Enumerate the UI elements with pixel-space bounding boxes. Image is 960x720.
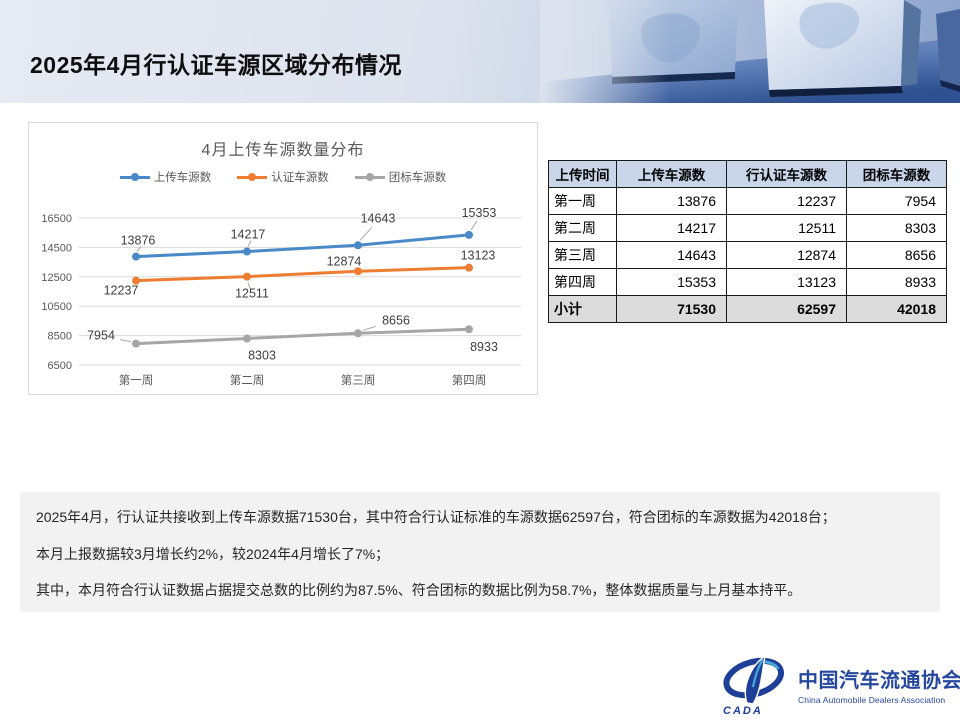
summary-line-1: 2025年4月，行认证共接收到上传车源数据71530台，其中符合行认证标准的车源… xyxy=(36,509,836,525)
row-label-cell: 第三周 xyxy=(548,241,617,269)
legend-item-2: 团标车源数 xyxy=(354,169,447,185)
row-label-cell: 第四周 xyxy=(548,268,617,296)
data-point-marker xyxy=(354,241,362,250)
data-point-label: 8303 xyxy=(248,348,276,362)
data-point-marker xyxy=(465,230,473,239)
value-cell: 12511 xyxy=(726,214,847,242)
x-axis-tick-label: 第三周 xyxy=(341,373,376,387)
legend-item-1: 认证车源数 xyxy=(237,169,329,185)
value-cell: 7954 xyxy=(846,187,947,215)
y-axis-tick-label: 12500 xyxy=(41,272,72,284)
line-chart-svg: 6500 8500 10500 12500 14500 16500 第一周 第二周 第三周 第四周… xyxy=(41,208,521,387)
data-point-label: 7954 xyxy=(87,329,115,343)
table-header-row: 上传时间 上传车源数 行认证车源数 团标车源数 xyxy=(548,160,947,188)
data-point-label: 13876 xyxy=(121,234,156,248)
data-point-marker xyxy=(465,263,473,272)
data-point-label: 12874 xyxy=(327,254,362,268)
logo-text-block: 中国汽车流通协会 China Automobile Dealers Associ… xyxy=(798,664,960,705)
x-axis-tick-label: 第四周 xyxy=(452,373,487,387)
table-row: 第二周 14217 12511 8303 xyxy=(548,214,947,242)
page-title: 2025年4月行认证车源区域分布情况 xyxy=(30,52,402,78)
legend-line-icon xyxy=(354,173,385,181)
y-axis-tick-label: 10500 xyxy=(41,301,72,313)
value-cell: 13876 xyxy=(616,187,727,215)
value-cell: 15353 xyxy=(616,268,727,296)
value-cell: 14643 xyxy=(616,241,727,269)
legend-item-0: 上传车源数 xyxy=(119,169,212,185)
value-cell: 12874 xyxy=(726,241,847,269)
line-chart-card: 4月上传车源数量分布 上传车源数 认证车源数 团标车源数 6500 8500 10500… xyxy=(28,122,538,395)
row-label-cell: 第一周 xyxy=(548,187,617,215)
y-axis-tick-label: 14500 xyxy=(41,242,72,254)
table-row: 第四周 15353 13123 8933 xyxy=(548,268,947,296)
series-line-1 xyxy=(135,266,470,283)
data-point-marker xyxy=(465,325,473,334)
x-axis-tick-label: 第一周 xyxy=(119,373,154,387)
table-header-cell-0: 上传时间 xyxy=(548,160,617,188)
value-cell: 14217 xyxy=(616,214,727,242)
data-point-marker xyxy=(354,329,362,338)
logo-name-chinese: 中国汽车流通协会 xyxy=(798,669,960,692)
table-body: 第一周 13876 12237 7954 第二周 14217 12511 8303 第三周 146… xyxy=(548,187,947,323)
chart-title: 4月上传车源数量分布 xyxy=(201,142,365,159)
table-row: 第三周 14643 12874 8656 xyxy=(548,241,947,269)
data-point-label: 8656 xyxy=(382,313,410,327)
legend-label: 上传车源数 xyxy=(153,172,212,184)
table-row: 第一周 13876 12237 7954 xyxy=(548,187,947,215)
table-header-cell-1: 上传车源数 xyxy=(616,160,727,188)
value-cell: 12237 xyxy=(726,187,847,215)
legend-line-icon xyxy=(119,173,150,181)
cada-emblem-icon: CADA xyxy=(723,654,784,717)
cada-emblem-text: CADA xyxy=(723,705,763,717)
summary-line-2: 本月上报数据较3月增长约2%，较2024年4月增长了7%； xyxy=(36,545,390,562)
legend-dot-icon xyxy=(365,173,374,181)
chart-legend: 上传车源数 认证车源数 团标车源数 xyxy=(29,169,537,185)
series-line-0 xyxy=(135,233,470,259)
row-label-cell: 第二周 xyxy=(548,214,617,242)
series-line-2 xyxy=(135,327,470,346)
value-cell: 8303 xyxy=(846,214,947,242)
data-point-label: 14217 xyxy=(231,228,266,242)
table-header-cell-2: 行认证车源数 xyxy=(726,160,847,188)
data-point-marker xyxy=(243,272,251,281)
value-cell: 8656 xyxy=(846,241,947,269)
cada-logo: CADA 中国汽车流通协会 China Automobile Dealers A… xyxy=(716,650,960,718)
data-point-marker xyxy=(243,247,251,256)
logo-name-english: China Automobile Dealers Association xyxy=(798,694,946,705)
summary-line-3: 其中，本月符合行认证数据占据提交总数的比例约为87.5%、符合团标的数据比例为5… xyxy=(36,582,802,598)
data-point-label: 12511 xyxy=(235,287,269,301)
value-cell: 8933 xyxy=(846,268,947,296)
x-axis-tick-label: 第二周 xyxy=(230,373,265,387)
summary-box: 2025年4月，行认证共接收到上传车源数据71530台，其中符合行认证标准的车源… xyxy=(20,492,940,612)
value-cell: 42018 xyxy=(846,295,947,323)
data-point-label: 13123 xyxy=(461,249,496,263)
data-point-marker xyxy=(132,339,140,348)
data-point-marker xyxy=(132,276,140,285)
data-point-marker xyxy=(354,267,362,276)
data-point-label: 12237 xyxy=(104,284,139,298)
data-point-marker xyxy=(132,252,140,261)
y-axis-tick-label: 8500 xyxy=(48,331,72,343)
weekly-data-table: 上传时间 上传车源数 行认证车源数 团标车源数 第一周 13876 12237 7954 第二… xyxy=(548,160,947,323)
data-point-label: 14643 xyxy=(361,211,396,225)
value-cell: 62597 xyxy=(726,295,847,323)
data-point-label: 15353 xyxy=(462,208,497,220)
table-total-row: 小计 71530 62597 42018 xyxy=(548,295,947,323)
value-cell: 71530 xyxy=(616,295,727,323)
legend-label: 认证车源数 xyxy=(271,172,329,184)
header-decoration-cubes xyxy=(540,0,960,103)
row-label-cell: 小计 xyxy=(548,295,617,323)
data-point-label: 8933 xyxy=(470,340,498,354)
legend-label: 团标车源数 xyxy=(388,172,447,184)
legend-dot-icon xyxy=(130,173,139,181)
table-header-cell-3: 团标车源数 xyxy=(846,160,947,188)
legend-dot-icon xyxy=(248,173,257,181)
header-banner: 2025年4月行认证车源区域分布情况 xyxy=(0,0,960,103)
y-axis-tick-label: 6500 xyxy=(48,360,72,372)
legend-line-icon xyxy=(237,173,268,181)
data-point-marker xyxy=(243,334,251,343)
value-cell: 13123 xyxy=(726,268,847,296)
y-axis-tick-label: 16500 xyxy=(41,213,72,225)
